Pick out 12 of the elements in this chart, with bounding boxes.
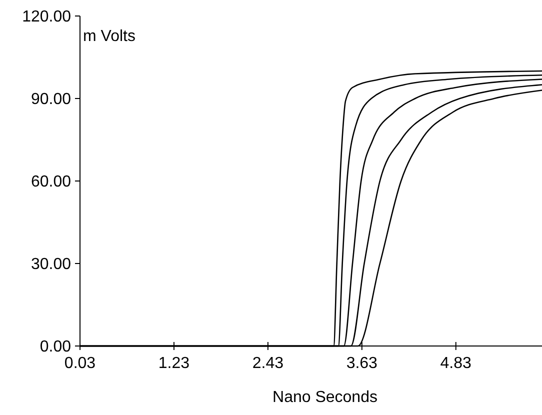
x-tick-label: 0.03 <box>64 355 96 372</box>
y-tick-label: 30.00 <box>30 256 72 274</box>
x-tick-label: 2.43 <box>252 355 284 372</box>
x-tick-label: 3.63 <box>346 355 378 372</box>
y-tick-label: 0.00 <box>40 338 72 356</box>
x-axis-title: Nano Seconds <box>272 389 378 406</box>
y-axis-title: m Volts <box>83 28 136 45</box>
y-tick-label: 90.00 <box>30 91 72 108</box>
y-tick-label: 60.00 <box>30 174 72 191</box>
x-tick-label: 1.23 <box>158 355 190 372</box>
y-tick-label: 120.00 <box>22 8 72 26</box>
x-tick-label: 4.83 <box>440 355 472 372</box>
